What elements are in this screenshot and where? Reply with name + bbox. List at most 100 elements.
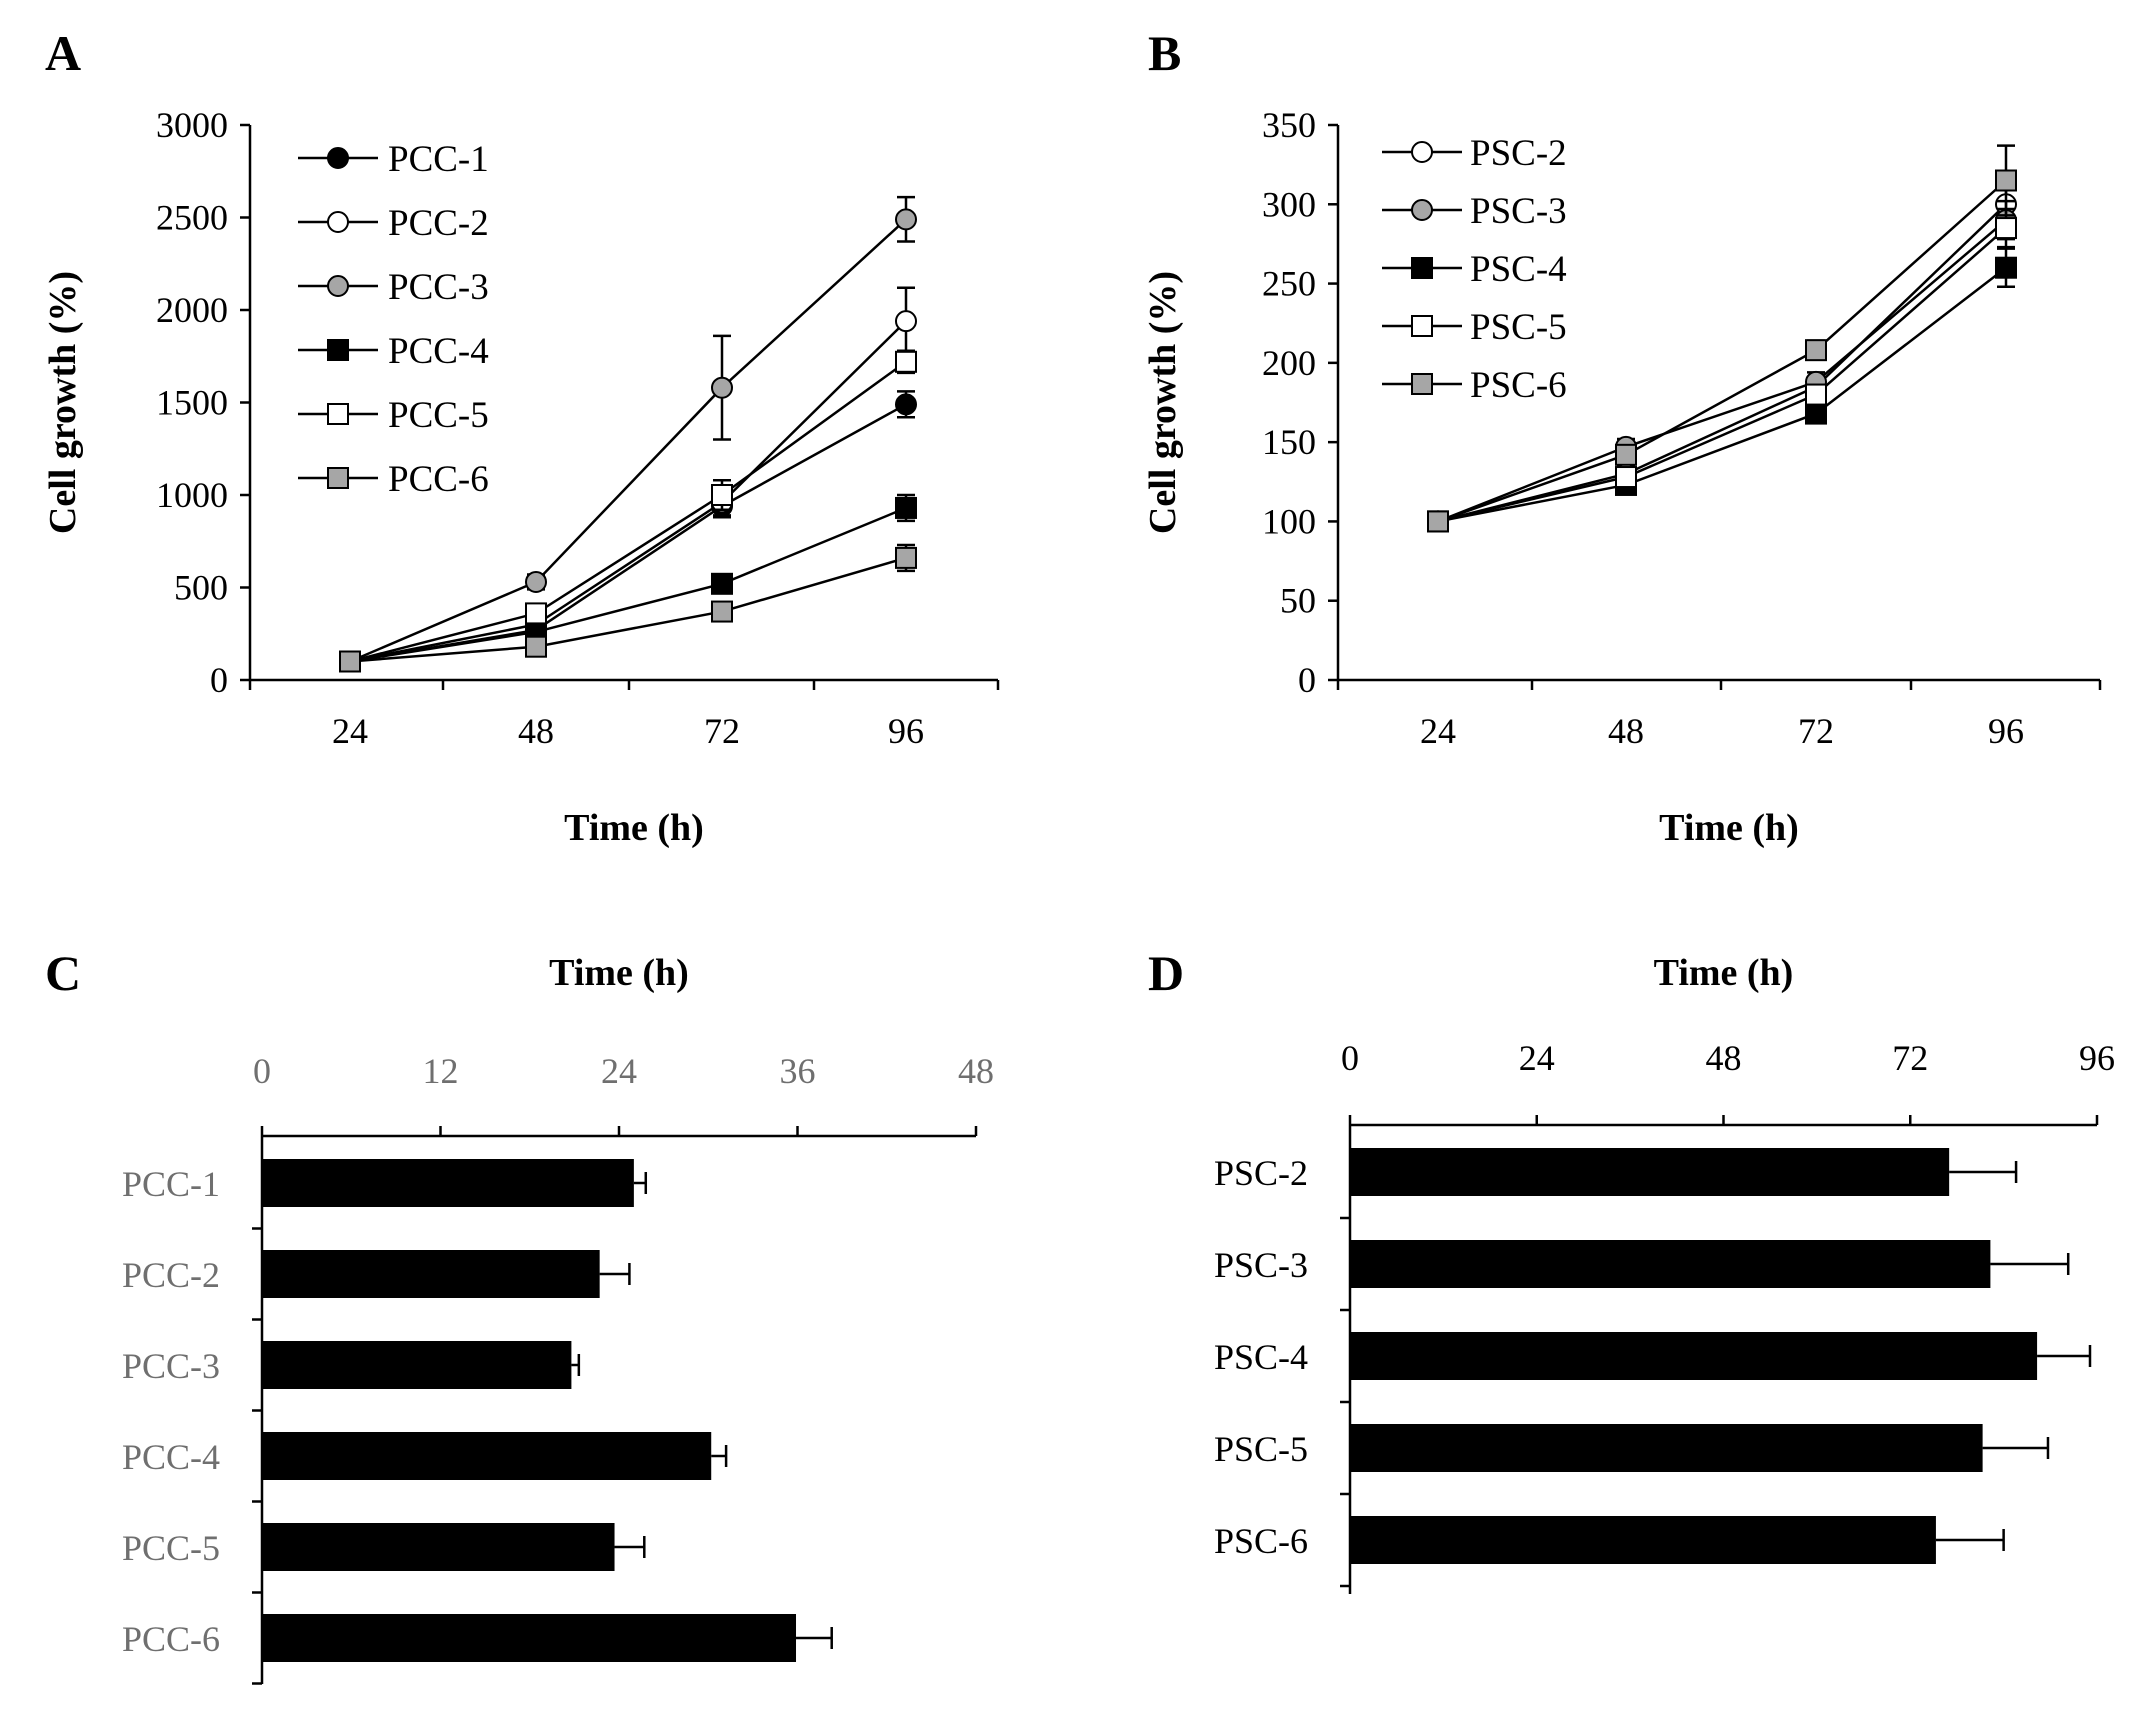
- x-tick-label: 24: [1519, 1038, 1555, 1078]
- legend-label: PSC-3: [1470, 191, 1567, 232]
- data-point: [1615, 443, 1637, 466]
- bar-pcc-6: [262, 1614, 833, 1662]
- legend-marker: [327, 339, 349, 361]
- category-label: PSC-2: [1214, 1153, 1308, 1193]
- y-tick-label: 100: [1262, 501, 1316, 541]
- y-tick-label: 2000: [156, 290, 228, 330]
- legend-label: PSC-2: [1470, 133, 1567, 174]
- legend-marker: [327, 211, 349, 233]
- x-tick-label: 72: [1798, 711, 1834, 751]
- series-line: [349, 218, 907, 663]
- legend-marker: [327, 467, 349, 489]
- legend-marker: [1411, 199, 1433, 221]
- legend-label: PCC-2: [388, 203, 489, 244]
- data-point: [1995, 256, 2017, 279]
- data-point: [711, 572, 733, 595]
- x-tick-label: 24: [332, 711, 368, 751]
- category-label: PSC-5: [1214, 1429, 1308, 1469]
- legend-label: PCC-5: [388, 395, 489, 436]
- x-tick-label: 24: [1420, 711, 1456, 751]
- data-point: [1805, 339, 1827, 362]
- x-tick-label: 24: [601, 1051, 637, 1091]
- series-line: [1437, 266, 2007, 523]
- legend-marker: [1411, 373, 1433, 395]
- panel-letter: D: [1148, 945, 1184, 1001]
- legend-label: PCC-4: [388, 331, 489, 372]
- x-tick-label: 72: [1892, 1038, 1928, 1078]
- x-tick-label: 96: [888, 711, 924, 751]
- data-point: [339, 650, 361, 673]
- data-point: [1615, 466, 1637, 489]
- legend-entry-pcc-6: PCC-6: [298, 459, 489, 500]
- bar-psc-3: [1350, 1240, 2070, 1288]
- legend-marker: [327, 403, 349, 425]
- legend-label: PCC-3: [388, 267, 489, 308]
- legend-label: PSC-6: [1470, 365, 1567, 406]
- y-tick-label: 50: [1280, 581, 1316, 621]
- category-label: PCC-3: [122, 1346, 220, 1386]
- data-point: [895, 310, 917, 333]
- y-tick-label: 1500: [156, 383, 228, 423]
- y-tick-label: 300: [1262, 184, 1316, 224]
- x-axis-title: Time (h): [1659, 807, 1799, 849]
- x-tick-label: 48: [1608, 711, 1644, 751]
- legend-label: PCC-1: [388, 139, 489, 180]
- data-point: [1427, 510, 1449, 533]
- y-tick-label: 2500: [156, 198, 228, 238]
- legend-entry-psc-6: PSC-6: [1382, 365, 1567, 406]
- legend-marker: [327, 147, 349, 169]
- legend-entry-pcc-1: PCC-1: [298, 139, 489, 180]
- category-label: PCC-2: [122, 1255, 220, 1295]
- bar-pcc-3: [262, 1341, 581, 1389]
- series-line: [349, 360, 907, 663]
- x-axis-title: Time (h): [1654, 952, 1794, 994]
- bar-pcc-2: [262, 1250, 631, 1298]
- bar: [262, 1159, 634, 1207]
- bar-psc-2: [1350, 1148, 2018, 1196]
- bar-psc-5: [1350, 1424, 2050, 1472]
- series-line: [1437, 227, 2007, 523]
- data-point: [711, 600, 733, 623]
- series-line: [349, 320, 907, 663]
- panel-d-bar-chart: D Time (h) 0 24 48 72 96 PSC-2 PSC-3 PSC-4 PSC-5 PS…: [1148, 945, 2115, 1594]
- legend-label: PCC-6: [388, 459, 489, 500]
- series-pcc-6: [339, 543, 917, 673]
- data-point: [525, 635, 547, 658]
- legend-entry-pcc-3: PCC-3: [298, 267, 489, 308]
- data-point: [1995, 169, 2017, 192]
- category-label: PCC-1: [122, 1164, 220, 1204]
- panel-letter: B: [1148, 25, 1181, 81]
- data-point: [895, 208, 917, 231]
- bar-pcc-4: [262, 1432, 728, 1480]
- panel-c-bar-chart: C Time (h) 0 12 24 36 48 PCC-1 PCC-2 PCC-3 PCC-4 PC…: [45, 945, 994, 1685]
- series-psc-6: [1427, 144, 2017, 533]
- legend-entry-pcc-5: PCC-5: [298, 395, 489, 436]
- series-line: [1437, 203, 2007, 523]
- category-label: PCC-4: [122, 1437, 220, 1477]
- bar-pcc-5: [262, 1523, 646, 1571]
- x-tick-label: 48: [1706, 1038, 1742, 1078]
- x-tick-label: 96: [2079, 1038, 2115, 1078]
- bar: [1350, 1240, 1991, 1288]
- legend-label: PSC-5: [1470, 307, 1567, 348]
- legend-entry-pcc-4: PCC-4: [298, 331, 489, 372]
- data-point: [895, 496, 917, 519]
- series-line: [1437, 179, 2007, 523]
- category-label: PSC-6: [1214, 1521, 1308, 1561]
- x-axis-title: Time (h): [549, 952, 689, 994]
- category-label: PCC-6: [122, 1619, 220, 1659]
- x-tick-label: 0: [253, 1051, 271, 1091]
- x-tick-label: 36: [780, 1051, 816, 1091]
- data-point: [525, 602, 547, 625]
- bar: [262, 1341, 572, 1389]
- legend-entry-psc-4: PSC-4: [1382, 249, 1567, 290]
- legend-marker: [1411, 315, 1433, 337]
- x-tick-label: 72: [704, 711, 740, 751]
- bar: [1350, 1148, 1950, 1196]
- data-point: [525, 570, 547, 593]
- panel-letter: A: [45, 25, 81, 81]
- y-tick-label: 250: [1262, 264, 1316, 304]
- legend-marker: [327, 275, 349, 297]
- series-line: [349, 556, 907, 663]
